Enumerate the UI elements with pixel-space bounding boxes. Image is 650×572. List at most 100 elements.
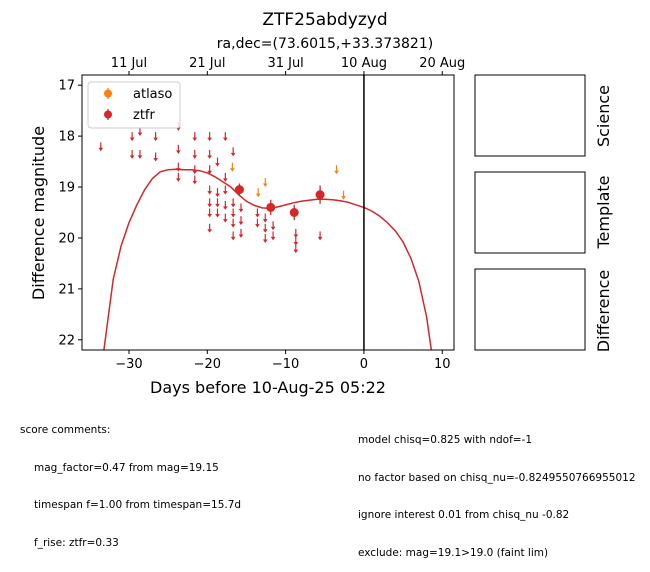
ztfr-upper-limit <box>192 149 198 159</box>
ztfr-upper-limit <box>98 142 104 152</box>
y-tick-label: 19 <box>58 181 75 196</box>
ztfr-upper-limit <box>270 221 276 231</box>
x-tick-label: −10 <box>272 357 299 372</box>
top-tick-label: 20 Aug <box>419 56 465 71</box>
ztfr-upper-limit <box>255 218 260 228</box>
ztfr-detection <box>266 199 276 216</box>
x-axis-label: Days before 10-Aug-25 05:22 <box>150 378 386 397</box>
score-comment-line: timespan f=1.00 from timespan=15.7d <box>34 499 242 511</box>
ztfr-upper-limit <box>129 132 135 142</box>
ztfr-upper-limit <box>207 208 212 218</box>
science-label: Science <box>594 85 613 147</box>
atlaso-upper-limit <box>255 188 261 198</box>
atlaso-upper-limit <box>341 190 346 200</box>
ztfr-upper-limit <box>153 152 158 162</box>
ztfr-upper-limit <box>129 149 135 159</box>
ztfr-upper-limit <box>207 132 212 142</box>
difference-image-box <box>474 268 586 351</box>
ztfr-upper-limit <box>153 132 158 142</box>
science-image-box <box>474 74 586 157</box>
ztfr-upper-limit <box>207 223 212 233</box>
plot-frame <box>81 74 455 351</box>
template-panel: Template <box>474 171 613 254</box>
model-comment-line: model chisq=0.825 with ndof=-1 <box>358 434 533 446</box>
ztfr-upper-limit <box>293 228 299 238</box>
y-tick-label: 17 <box>58 79 75 94</box>
y-tick-label: 20 <box>58 231 75 246</box>
ztfr-upper-limit <box>176 162 181 172</box>
model-comment-line: no factor based on chisq_nu=-0.824955076… <box>358 471 636 484</box>
legend-atlaso-marker <box>104 89 112 98</box>
ztfr-upper-limit <box>223 185 228 195</box>
atlaso-upper-limit <box>230 162 235 172</box>
ztfr-upper-limit <box>223 213 228 223</box>
difference-label: Difference <box>594 270 613 352</box>
ztfr-upper-limit <box>238 228 244 238</box>
ztfr-upper-limit <box>230 208 236 218</box>
chart-title: ZTF25abdyzyd <box>262 10 387 30</box>
legend-ztfr-marker <box>104 110 112 119</box>
ztfr-upper-limit <box>262 213 268 223</box>
ztfr-detection <box>315 185 325 204</box>
ztfr-upper-limit <box>317 231 323 241</box>
y-tick-label: 21 <box>58 282 75 297</box>
legend-ztfr-label: ztfr <box>133 108 155 123</box>
ztfr-upper-limit <box>215 208 220 218</box>
ztfr-upper-limit <box>207 165 212 175</box>
ztfr-upper-limit <box>238 216 244 226</box>
ztfr-upper-limit <box>215 188 220 198</box>
model-curve <box>103 168 433 350</box>
ztfr-detection <box>234 183 244 196</box>
template-image-box <box>474 171 586 254</box>
model-comments: model chisq=0.825 with ndof=-1 no factor… <box>358 409 636 572</box>
ztfr-upper-limit <box>192 165 198 175</box>
model-comment-line: exclude: mag=19.1>19.0 (faint lim) <box>358 546 549 559</box>
score-comment-line: f_rise: ztfr=0.33 <box>34 536 119 549</box>
x-tick-label: −30 <box>115 357 142 372</box>
ztfr-upper-limit <box>262 233 268 243</box>
ztfr-upper-limit <box>215 157 220 167</box>
score-comment-line: mag_factor=0.47 from mag=19.15 <box>34 461 219 474</box>
top-tick-label: 31 Jul <box>267 56 303 71</box>
x-tick-label: 10 <box>434 357 451 372</box>
y-tick-label: 18 <box>58 130 75 145</box>
ztfr-upper-limit <box>238 203 244 213</box>
ztfr-upper-limit <box>262 223 268 233</box>
figure: ZTF25abdyzyd ra,dec=(73.6015,+33.373821)… <box>29 10 613 397</box>
legend: atlaso ztfr <box>87 81 181 129</box>
ztfr-detection <box>289 204 299 221</box>
ztfr-upper-limit <box>207 198 212 208</box>
ztfr-upper-limit <box>223 200 228 210</box>
score-comments: score comments: mag_factor=0.47 from mag… <box>20 399 241 562</box>
score-comments-header: score comments: <box>20 424 111 436</box>
ztfr-upper-limit <box>192 132 198 142</box>
legend-entry-atlaso: atlaso <box>104 87 172 102</box>
ztfr-upper-limit <box>230 147 236 157</box>
chart-subtitle: ra,dec=(73.6015,+33.373821) <box>217 36 433 52</box>
ztfr-upper-limit <box>230 198 236 208</box>
ztfr-upper-limit <box>207 149 212 159</box>
difference-panel: Difference <box>474 268 613 352</box>
top-tick-label: 10 Aug <box>341 56 387 71</box>
ztfr-upper-limit <box>230 231 236 241</box>
legend-entry-ztfr: ztfr <box>104 108 155 123</box>
ztfr-upper-limit <box>293 244 299 254</box>
plot-area: −30 −20 −10 0 10 17 18 19 20 21 22 11 Jul 21 Jul 31… <box>58 56 465 372</box>
ztfr-upper-limit <box>293 236 299 246</box>
legend-atlaso-label: atlaso <box>133 87 172 102</box>
science-panel: Science <box>474 74 613 157</box>
top-tick-label: 11 Jul <box>111 56 147 71</box>
atlaso-upper-limit <box>262 177 268 187</box>
model-comment-line: ignore interest 0.01 from chisq_nu -0.82 <box>358 509 570 521</box>
ztfr-upper-limit <box>176 172 181 182</box>
ztfr-upper-limit <box>207 185 212 195</box>
ztfr-upper-limit <box>223 172 228 182</box>
x-tick-label: −20 <box>194 357 221 372</box>
template-label: Template <box>594 175 613 249</box>
ztfr-upper-limit <box>223 132 228 142</box>
ztfr-upper-limit <box>137 149 143 159</box>
ztfr-upper-limit <box>192 175 198 185</box>
ztfr-upper-limit <box>255 208 260 218</box>
ztfr-upper-limit <box>215 198 220 208</box>
x-tick-label: 0 <box>360 357 368 372</box>
